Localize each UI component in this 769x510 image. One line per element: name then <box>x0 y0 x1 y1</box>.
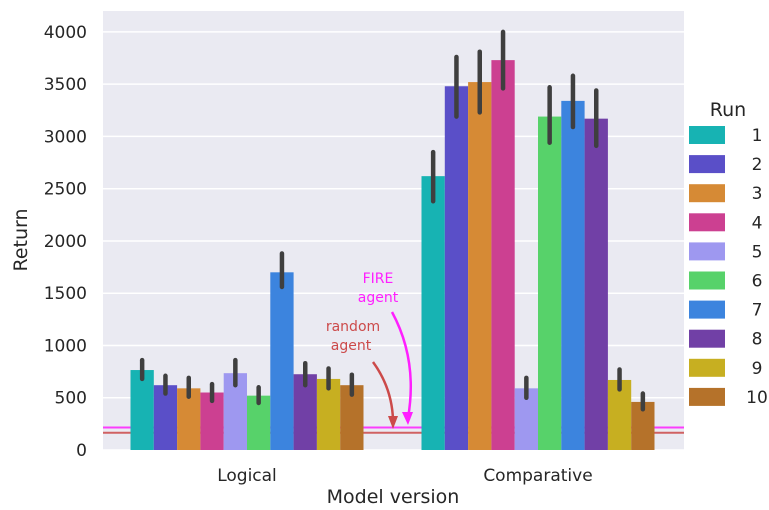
error-bars <box>139 29 646 412</box>
bar-groups <box>130 60 655 451</box>
legend-label-run-9: 9 <box>752 359 763 379</box>
bar-logical-run-6 <box>247 395 271 450</box>
bar-logical-run-4 <box>200 392 224 450</box>
legend-swatch-run-2 <box>689 155 725 174</box>
y-tick-label-2500: 2500 <box>44 180 87 200</box>
legend-swatch-run-3 <box>689 184 725 203</box>
bar-logical-run-8 <box>293 374 317 450</box>
bar-comparative-run-8 <box>584 118 608 451</box>
legend-swatch-run-5 <box>689 242 725 261</box>
y-tick-labels: 0 500 1000 1500 2000 2500 3000 3500 4000 <box>44 23 87 461</box>
bar-logical-run-3 <box>177 388 201 450</box>
y-tick-label-0: 0 <box>76 441 87 461</box>
bar-comparative-run-5 <box>514 388 538 450</box>
bar-logical-run-5 <box>223 373 247 450</box>
legend-title: Run <box>710 99 746 121</box>
random-agent-annotation-line2: agent <box>331 338 372 354</box>
bar-comparative-run-9 <box>607 379 632 450</box>
legend-label-run-1: 1 <box>752 126 763 146</box>
x-tick-label-logical: Logical <box>217 466 277 486</box>
y-tick-label-3000: 3000 <box>44 127 87 147</box>
bar-logical-run-1 <box>130 370 154 450</box>
fire-agent-annotation-line2: agent <box>358 290 399 306</box>
x-tick-labels: Logical Comparative <box>217 466 592 486</box>
fire-agent-arrow <box>390 311 413 419</box>
annotations: FIRE agent random agent <box>326 271 413 429</box>
x-tick-label-comparative: Comparative <box>483 466 592 486</box>
random-agent-arrow <box>371 361 395 421</box>
fire-agent-annotation-line1: FIRE <box>363 271 394 287</box>
legend-label-run-7: 7 <box>752 301 763 321</box>
legend-swatch-run-9 <box>689 358 725 377</box>
bar-comparative-run-7 <box>561 100 585 450</box>
legend-label-run-3: 3 <box>752 184 763 204</box>
y-tick-label-3500: 3500 <box>44 75 87 95</box>
y-tick-label-2000: 2000 <box>44 232 87 252</box>
legend-label-run-4: 4 <box>752 213 763 233</box>
random-agent-annotation-line1: random <box>326 319 380 335</box>
legend-swatch-run-10 <box>689 387 725 406</box>
legend-label-run-8: 8 <box>752 330 763 350</box>
y-tick-label-1500: 1500 <box>44 284 87 304</box>
bar-comparative-run-4 <box>491 60 515 450</box>
legend-label-run-10: 10 <box>746 388 768 408</box>
random-agent-arrowhead <box>388 416 398 429</box>
y-tick-label-4000: 4000 <box>44 23 87 43</box>
legend-swatch-run-7 <box>689 300 725 319</box>
bar-comparative-run-2 <box>444 86 469 450</box>
legend-swatch-run-8 <box>689 329 725 348</box>
legend-swatch-run-1 <box>689 126 725 144</box>
legend-label-run-5: 5 <box>752 242 763 262</box>
fire-agent-arrowhead <box>402 412 413 425</box>
bar-logical-run-10 <box>340 385 364 450</box>
legend-swatch-run-4 <box>689 213 725 232</box>
bar-logical-run-7 <box>270 272 294 450</box>
legend-label-run-2: 2 <box>752 155 763 175</box>
bar-comparative-run-6 <box>538 116 562 451</box>
bar-logical-run-9 <box>316 378 341 450</box>
bar-comparative-run-1 <box>421 176 445 450</box>
x-axis-title: Model version <box>327 486 460 508</box>
bar-logical-run-2 <box>153 385 178 450</box>
y-axis-title: Return <box>10 208 32 271</box>
bar-comparative-run-10 <box>631 401 655 450</box>
legend: Run 1 2 3 4 5 6 7 8 9 10 <box>689 99 768 408</box>
y-tick-label-1000: 1000 <box>44 336 87 356</box>
y-tick-label-500: 500 <box>55 389 87 409</box>
legend-swatch-run-6 <box>689 271 725 290</box>
bar-comparative-run-3 <box>468 82 492 451</box>
legend-label-run-6: 6 <box>752 272 763 292</box>
